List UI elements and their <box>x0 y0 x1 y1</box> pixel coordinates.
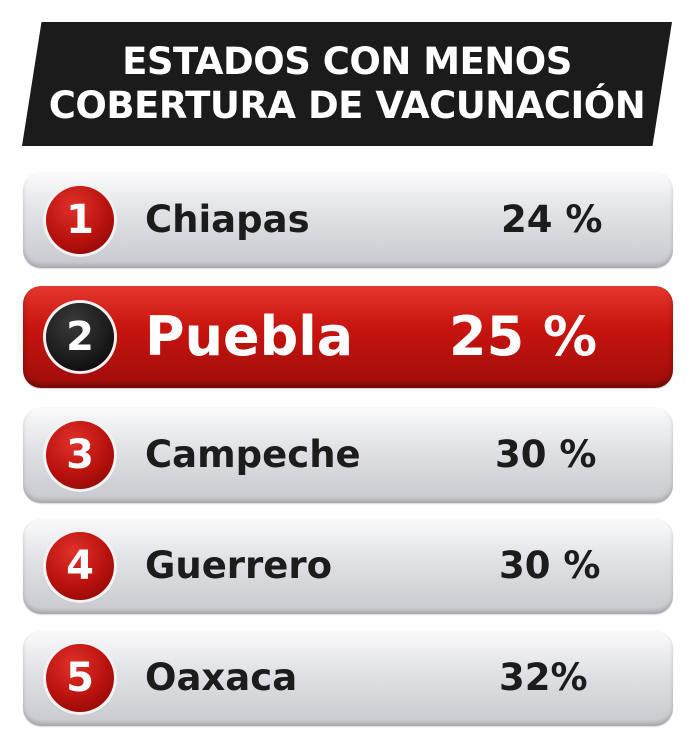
coverage-percent: 30 % <box>495 433 597 476</box>
state-name: Puebla <box>145 305 354 368</box>
coverage-percent: 25 % <box>449 305 598 368</box>
rank-badge: 5 <box>46 644 114 712</box>
state-name: Oaxaca <box>145 656 298 699</box>
state-name: Campeche <box>145 433 361 476</box>
state-name: Chiapas <box>145 198 310 241</box>
title-banner: ESTADOS CON MENOS COBERTURA DE VACUNACIÓ… <box>22 22 672 146</box>
coverage-percent: 24 % <box>501 198 603 241</box>
ranking-row-oaxaca: 5 Oaxaca 32% <box>23 630 673 726</box>
ranking-row-puebla: 2 Puebla 25 % <box>23 286 673 388</box>
coverage-percent: 30 % <box>499 544 601 587</box>
title-line-2: COBERTURA DE VACUNACIÓN <box>48 84 646 127</box>
ranking-row-chiapas: 1 Chiapas 24 % <box>23 172 673 268</box>
coverage-percent: 32% <box>499 656 588 699</box>
rank-badge: 1 <box>46 186 114 254</box>
title-line-1: ESTADOS CON MENOS <box>122 40 572 83</box>
rank-badge: 3 <box>46 421 114 489</box>
rank-badge: 4 <box>46 532 114 600</box>
rank-badge: 2 <box>46 303 114 371</box>
ranking-row-guerrero: 4 Guerrero 30 % <box>23 518 673 614</box>
ranking-row-campeche: 3 Campeche 30 % <box>23 407 673 503</box>
state-name: Guerrero <box>145 544 333 587</box>
